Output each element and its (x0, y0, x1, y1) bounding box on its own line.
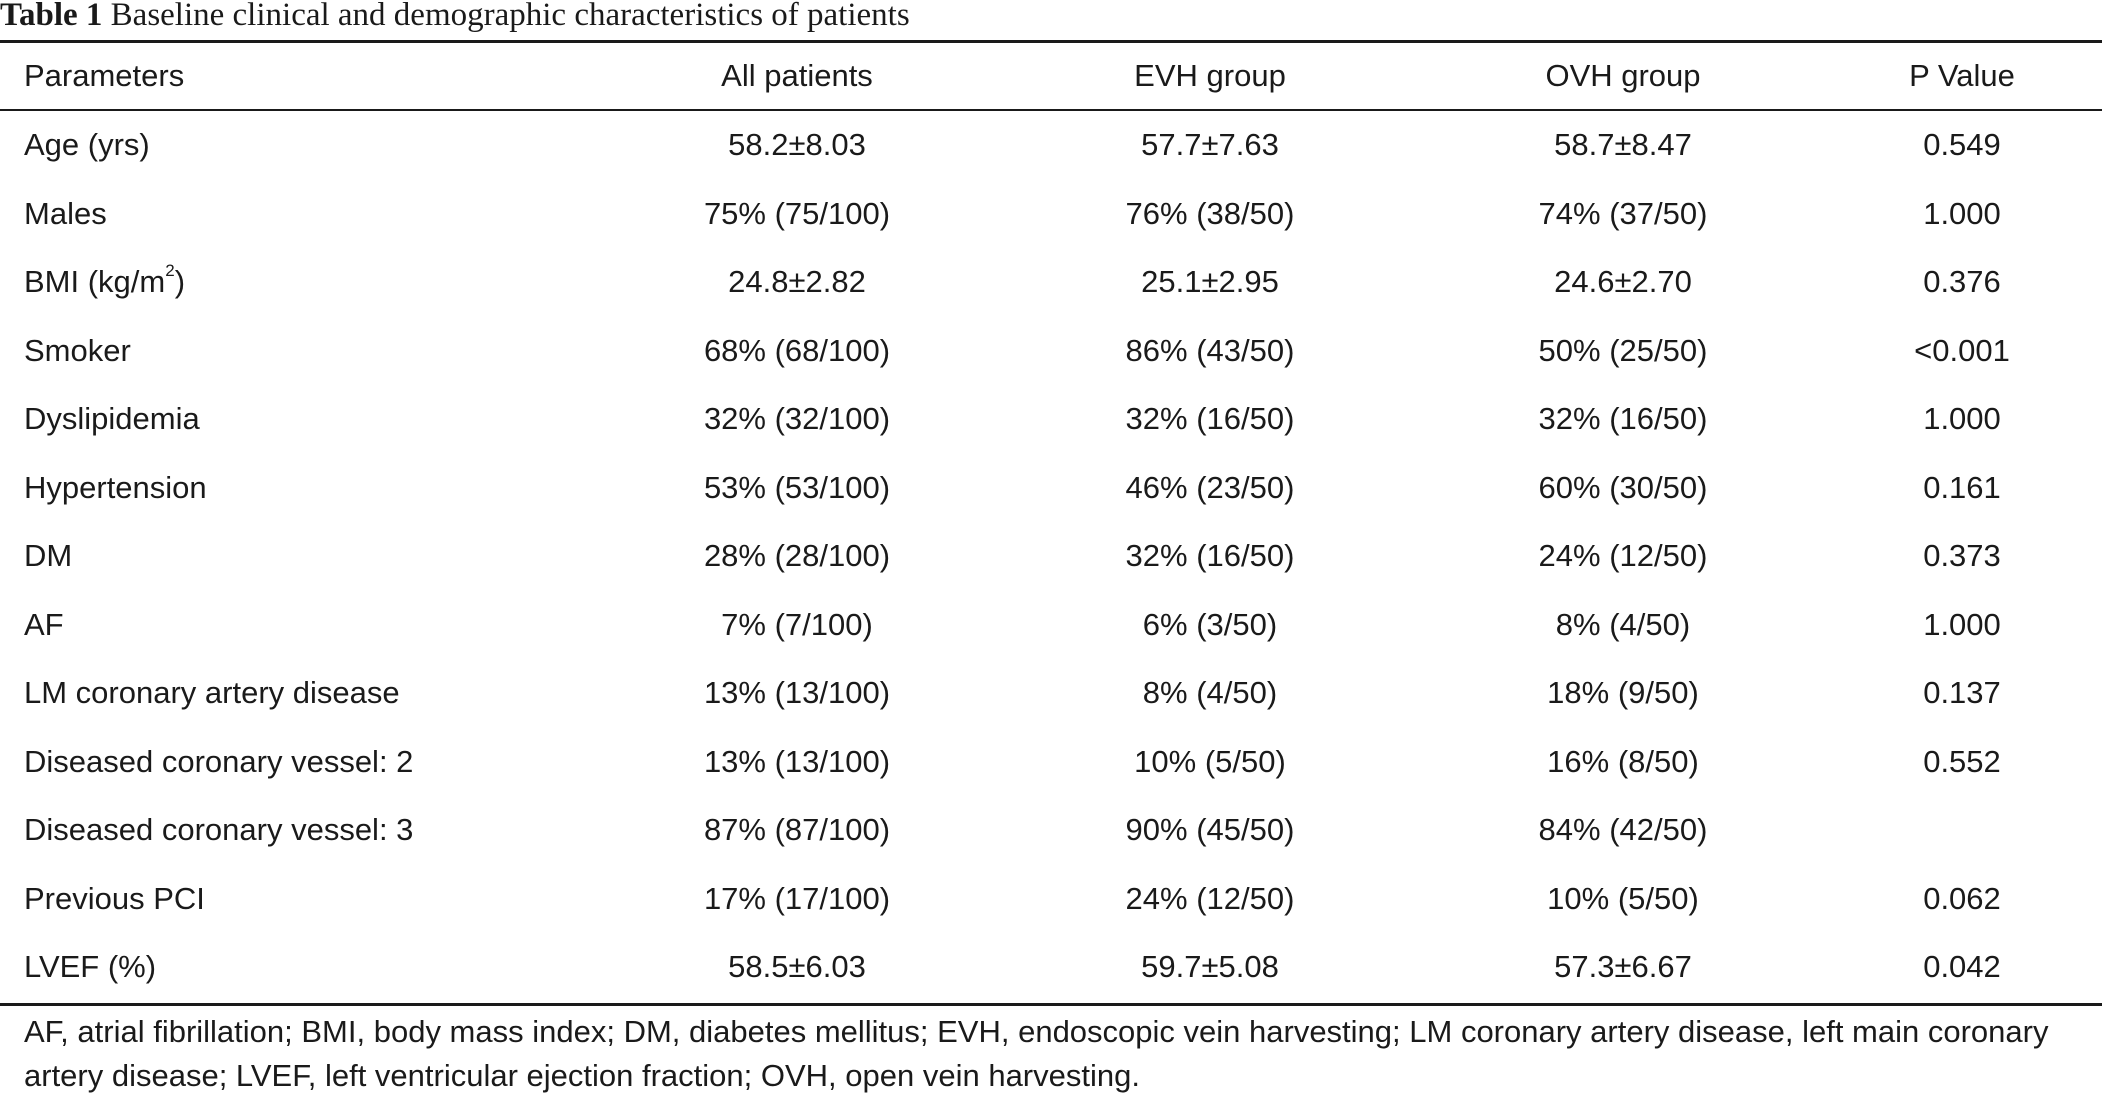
table-row: Males 75% (75/100) 76% (38/50) 74% (37/50) 1… (0, 180, 2102, 248)
table-row: DM 28% (28/100) 32% (16/50) 24% (12/50) 0.37… (0, 522, 2102, 590)
table-row: Diseased coronary vessel: 3 87% (87/100) 9… (0, 796, 2102, 864)
cell-ovh-group: 58.7±8.47 (1554, 127, 1692, 162)
cell-parameter: DM (24, 538, 73, 573)
table-caption-text: Baseline clinical and demographic charac… (110, 0, 910, 33)
cell-p-value: 0.552 (1923, 743, 2001, 779)
cell-evh-group: 24% (12/50) (1125, 880, 1295, 916)
cell-parameter: Dyslipidemia (24, 401, 200, 436)
column-header-parameters: Parameters (24, 58, 185, 93)
cell-evh-group: 10% (5/50) (1134, 743, 1286, 779)
cell-evh-group: 90% (45/50) (1125, 812, 1295, 847)
cell-ovh-group: 16% (8/50) (1547, 743, 1699, 779)
column-header-ovh-group: OVH group (1545, 58, 1701, 93)
cell-parameter: Diseased coronary vessel: 2 (24, 743, 414, 779)
table-header-rule (0, 109, 2102, 111)
cell-all-patients: 28% (28/100) (703, 538, 891, 573)
cell-p-value: 1.000 (1923, 401, 2001, 436)
cell-all-patients: 87% (87/100) (703, 812, 891, 847)
cell-parameter: Previous PCI (24, 880, 205, 916)
cell-parameter: Hypertension (24, 469, 207, 505)
cell-ovh-group: 32% (16/50) (1538, 401, 1708, 436)
cell-parameter: Smoker (24, 332, 131, 368)
table-row: Hypertension 53% (53/100) 46% (23/50) 60% (… (0, 454, 2102, 522)
table-row: AF 7% (7/100) 6% (3/50) 8% (4/50) 1.000 (0, 591, 2102, 659)
cell-all-patients: 24.8±2.82 (728, 264, 866, 299)
cell-all-patients: 17% (17/100) (703, 880, 891, 916)
table-row: Dyslipidemia 32% (32/100) 32% (16/50) 32% (… (0, 385, 2102, 453)
table-header-row: Parameters All patients EVH group OVH gr… (0, 42, 2102, 110)
cell-ovh-group: 60% (30/50) (1538, 469, 1708, 505)
cell-evh-group: 25.1±2.95 (1141, 264, 1279, 299)
cell-parameter: Diseased coronary vessel: 3 (24, 812, 414, 847)
cell-evh-group: 76% (38/50) (1125, 195, 1295, 231)
cell-p-value: 0.373 (1923, 538, 2001, 573)
cell-p-value: 0.376 (1923, 264, 2001, 299)
cell-all-patients: 58.2±8.03 (728, 127, 866, 162)
cell-evh-group: 32% (16/50) (1125, 538, 1295, 573)
cell-p-value: <0.001 (1914, 332, 2010, 368)
table-bottom-rule (0, 1003, 2102, 1006)
cell-evh-group: 32% (16/50) (1125, 401, 1295, 436)
table-row: LVEF (%) 58.5±6.03 59.7±5.08 57.3±6.67 0.042 (0, 933, 2102, 1001)
table-footnote: AF, atrial fibrillation; BMI, body mass … (24, 1014, 2049, 1093)
cell-parameter: Males (24, 195, 107, 231)
cell-p-value: 0.161 (1923, 469, 2001, 505)
cell-evh-group: 6% (3/50) (1142, 606, 1278, 642)
cell-ovh-group: 84% (42/50) (1538, 812, 1708, 847)
column-header-evh-group: EVH group (1134, 58, 1286, 93)
cell-all-patients: 32% (32/100) (703, 401, 891, 436)
cell-evh-group: 46% (23/50) (1125, 469, 1295, 505)
cell-all-patients: 75% (75/100) (703, 195, 891, 231)
cell-parameter: LVEF (%) (24, 949, 157, 984)
cell-ovh-group: 18% (9/50) (1547, 675, 1699, 710)
table-row: LM coronary artery disease 13% (13/100) 8%… (0, 659, 2102, 727)
cell-evh-group: 86% (43/50) (1125, 332, 1295, 368)
cell-all-patients: 13% (13/100) (703, 743, 891, 779)
cell-p-value (1812, 796, 2102, 864)
table-row: Age (yrs) 58.2±8.03 57.7±7.63 58.7±8.47 0.54… (0, 111, 2102, 179)
cell-ovh-group: 10% (5/50) (1547, 880, 1699, 916)
cell-p-value: 0.549 (1923, 127, 2001, 162)
column-header-p-value: P Value (1909, 58, 2015, 93)
cell-all-patients: 68% (68/100) (703, 332, 891, 368)
cell-p-value: 1.000 (1923, 606, 2001, 642)
cell-all-patients: 53% (53/100) (703, 469, 891, 505)
cell-ovh-group: 57.3±6.67 (1554, 949, 1692, 984)
cell-ovh-group: 24.6±2.70 (1554, 264, 1692, 299)
cell-ovh-group: 50% (25/50) (1538, 332, 1708, 368)
cell-parameter: AF (24, 606, 64, 642)
table-row: BMI (kg/m2) 24.8±2.82 25.1±2.95 24.6±2.70 0.… (0, 248, 2102, 316)
cell-ovh-group: 74% (37/50) (1538, 195, 1708, 231)
table-row: Smoker 68% (68/100) 86% (43/50) 50% (25/50)… (0, 317, 2102, 385)
cell-parameter: Age (yrs) (24, 127, 150, 162)
parameter-superscript: 2 (165, 261, 175, 280)
table-caption-label: Table 1 (0, 0, 103, 33)
cell-evh-group: 59.7±5.08 (1141, 949, 1279, 984)
table-caption: Table 1 Baseline clinical and demographi… (0, 0, 910, 34)
cell-all-patients: 58.5±6.03 (728, 949, 866, 984)
cell-parameter: LM coronary artery disease (24, 675, 400, 710)
cell-p-value: 0.042 (1923, 949, 2001, 984)
parameter-suffix: ) (174, 264, 186, 299)
cell-p-value: 0.137 (1923, 675, 2001, 710)
cell-ovh-group: 24% (12/50) (1538, 538, 1708, 573)
cell-p-value: 1.000 (1923, 195, 2001, 231)
column-header-all-patients: All patients (721, 58, 873, 93)
cell-p-value: 0.062 (1923, 880, 2001, 916)
table-top-rule (0, 40, 2102, 43)
cell-all-patients: 7% (7/100) (721, 606, 873, 642)
cell-ovh-group: 8% (4/50) (1555, 606, 1691, 642)
table-row: Previous PCI 17% (17/100) 24% (12/50) 10% (… (0, 865, 2102, 933)
cell-evh-group: 8% (4/50) (1142, 675, 1278, 710)
cell-all-patients: 13% (13/100) (703, 675, 891, 710)
table-row: Diseased coronary vessel: 2 13% (13/100) 1… (0, 728, 2102, 796)
cell-evh-group: 57.7±7.63 (1141, 127, 1279, 162)
cell-parameter: BMI (kg/m2) (24, 248, 185, 316)
parameter-text: BMI (kg/m (24, 264, 166, 299)
